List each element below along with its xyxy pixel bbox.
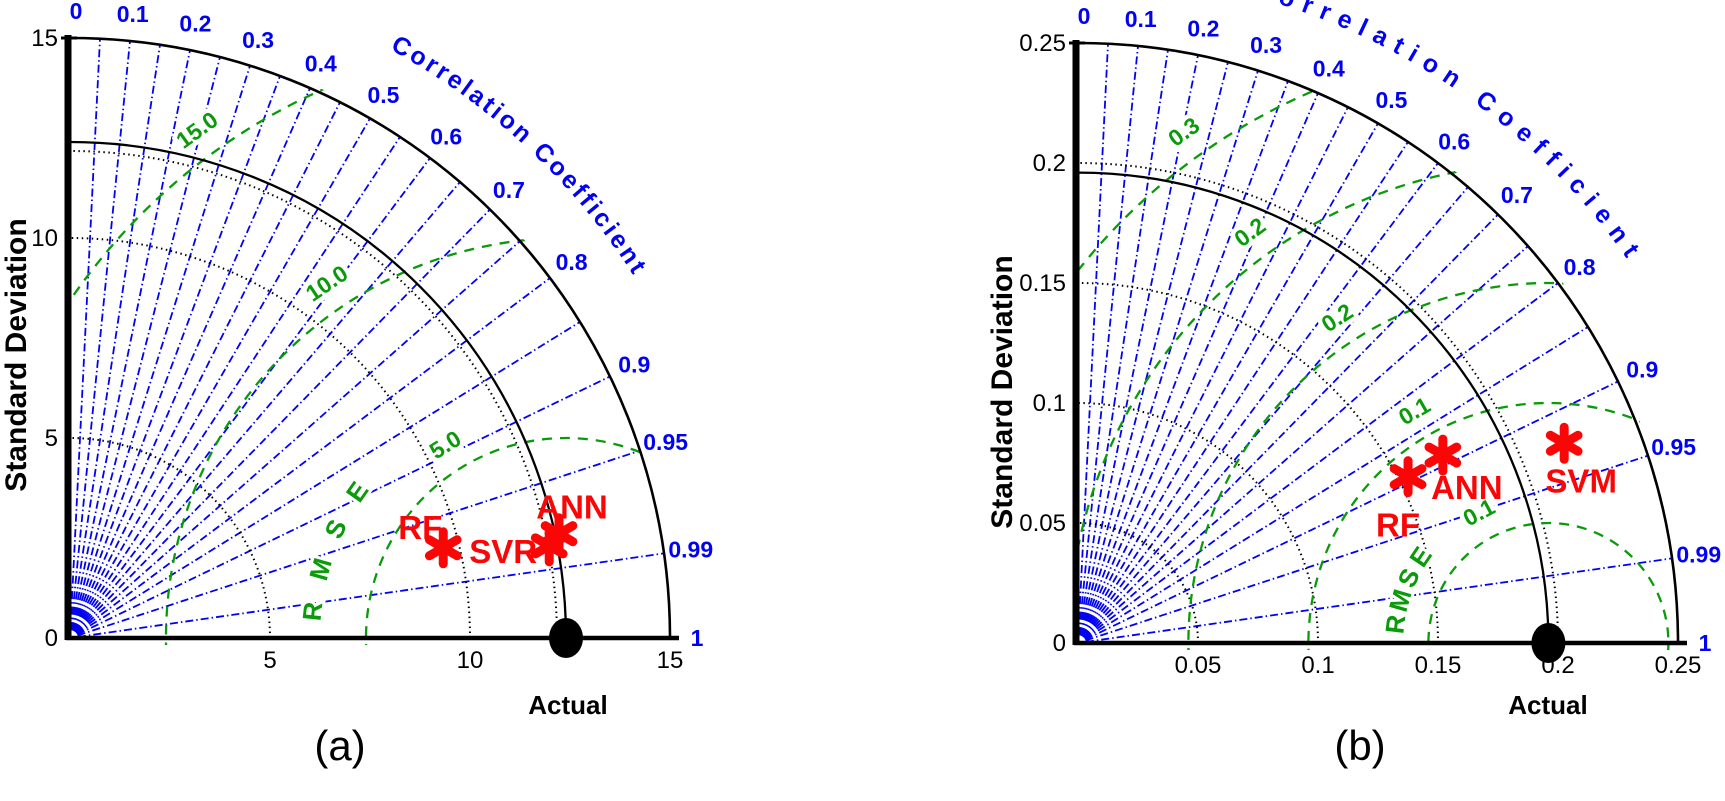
observed-point bbox=[1531, 623, 1566, 663]
svg-text:5: 5 bbox=[45, 425, 58, 452]
correlation-rays bbox=[69, 38, 665, 638]
y-axis-title-a: Standard Deviation bbox=[0, 218, 33, 491]
svg-text:10: 10 bbox=[457, 647, 484, 674]
x-axis-title-a: Actual bbox=[528, 690, 607, 720]
svg-text:0.1: 0.1 bbox=[1125, 6, 1157, 32]
svg-text:0.4: 0.4 bbox=[305, 50, 337, 76]
outer-arc bbox=[1077, 41, 1680, 644]
svg-text:0.7: 0.7 bbox=[1501, 182, 1533, 208]
svg-text:0.25: 0.25 bbox=[1655, 652, 1702, 679]
correlation-rays bbox=[1077, 43, 1673, 643]
svg-text:0: 0 bbox=[1078, 3, 1091, 29]
svg-text:0.1: 0.1 bbox=[117, 1, 149, 27]
svg-text:1: 1 bbox=[691, 625, 704, 651]
correlation-tick-labels: 0 0.1 0.2 0.3 0.4 0.5 0.6 0.7 0.8 0.9 0.95 0.99 1 bbox=[1078, 3, 1722, 656]
svg-text:0.3: 0.3 bbox=[242, 27, 274, 53]
svg-text:R: R bbox=[1379, 613, 1411, 636]
caption-b: (b) bbox=[1334, 722, 1385, 769]
taylor-diagram-b: 0.1 0.1 0.2 0.2 0.3 0 0.1 0.2 0.3 0.4 0.5 0.6 0.7 0.8… bbox=[1019, 0, 1722, 679]
x-axis-title-b: Actual bbox=[1508, 690, 1587, 720]
svg-text:0.2: 0.2 bbox=[1033, 150, 1066, 177]
svg-text:0.9: 0.9 bbox=[1626, 357, 1658, 383]
point-label-RF: RF bbox=[1376, 507, 1420, 544]
svg-text:0: 0 bbox=[70, 0, 83, 24]
svg-text:0.99: 0.99 bbox=[1676, 542, 1721, 568]
std-grid-arcs bbox=[1077, 162, 1559, 644]
point-label-ANN: ANN bbox=[1431, 469, 1503, 506]
rmse-contour-label: 0.1 bbox=[1394, 392, 1435, 431]
svg-text:0.1: 0.1 bbox=[1301, 652, 1334, 679]
svg-text:0.5: 0.5 bbox=[368, 82, 400, 108]
svg-text:0.05: 0.05 bbox=[1175, 652, 1222, 679]
svg-text:0.9: 0.9 bbox=[618, 352, 650, 378]
svg-text:0.7: 0.7 bbox=[493, 177, 525, 203]
svg-text:E: E bbox=[340, 476, 375, 507]
point-label-SVM: SVM bbox=[1545, 462, 1617, 499]
svg-text:0.8: 0.8 bbox=[556, 249, 588, 275]
point-marker-SVM bbox=[1545, 422, 1583, 464]
svg-text:0.05: 0.05 bbox=[1019, 510, 1066, 537]
observed-std-arc bbox=[1077, 171, 1550, 644]
point-label-ANN: ANN bbox=[536, 489, 608, 526]
caption-a: (a) bbox=[314, 722, 365, 769]
point-marker-ANN bbox=[1424, 434, 1462, 476]
rmse-contour-label: 0.2 bbox=[1317, 298, 1358, 337]
svg-text:0.6: 0.6 bbox=[430, 123, 462, 149]
svg-text:0.25: 0.25 bbox=[1019, 30, 1066, 57]
svg-text:0.15: 0.15 bbox=[1415, 652, 1462, 679]
y-axis-title-b: Standard Deviation bbox=[986, 255, 1019, 528]
svg-text:S: S bbox=[318, 515, 353, 544]
point-marker-RF bbox=[1389, 456, 1427, 498]
svg-text:0.2: 0.2 bbox=[1187, 16, 1219, 42]
rmse-contour-label: 0.3 bbox=[1163, 112, 1204, 152]
axis-tick-labels: 5 10 15 0 5 10 15 bbox=[31, 25, 683, 674]
svg-text:0.3: 0.3 bbox=[1250, 32, 1282, 58]
point-marker-ANN bbox=[540, 513, 578, 555]
svg-text:0.15: 0.15 bbox=[1019, 270, 1066, 297]
svg-text:0: 0 bbox=[1053, 630, 1066, 657]
axis-tick-labels: 0.05 0.1 0.15 0.2 0.25 0 0.05 0.1 0.15 0.2 0.25 bbox=[1019, 30, 1701, 679]
svg-text:0.8: 0.8 bbox=[1564, 254, 1596, 280]
svg-text:0.4: 0.4 bbox=[1313, 55, 1345, 81]
outer-arc bbox=[69, 36, 672, 639]
svg-text:0: 0 bbox=[45, 625, 58, 652]
svg-text:15: 15 bbox=[657, 647, 684, 674]
observed-std-arc bbox=[69, 140, 568, 639]
rmse-contour-label: 10.0 bbox=[301, 260, 353, 307]
observed-point bbox=[549, 618, 583, 658]
svg-text:E: E bbox=[1403, 541, 1438, 572]
rmse-contour-label: 5.0 bbox=[425, 425, 466, 464]
svg-text:M: M bbox=[303, 555, 338, 584]
svg-text:0.6: 0.6 bbox=[1438, 128, 1470, 154]
correlation-tick-labels: 0 0.1 0.2 0.3 0.4 0.5 0.6 0.7 0.8 0.9 0.95 0.99 1 bbox=[70, 0, 714, 651]
point-label-SVR: SVR bbox=[469, 533, 537, 570]
point-marker-RF bbox=[424, 527, 462, 569]
svg-text:0.95: 0.95 bbox=[643, 429, 688, 455]
point-label-RF: RF bbox=[398, 509, 442, 546]
svg-text:0.1: 0.1 bbox=[1033, 390, 1066, 417]
svg-text:M: M bbox=[1383, 586, 1418, 615]
svg-text:10: 10 bbox=[31, 225, 58, 252]
svg-text:0.95: 0.95 bbox=[1651, 434, 1696, 460]
svg-text:R: R bbox=[296, 600, 328, 622]
svg-text:15: 15 bbox=[31, 25, 58, 52]
svg-text:0.99: 0.99 bbox=[668, 537, 713, 563]
svg-text:1: 1 bbox=[1699, 630, 1712, 656]
svg-text:0.5: 0.5 bbox=[1376, 87, 1408, 113]
svg-text:0.2: 0.2 bbox=[179, 11, 211, 37]
svg-text:5: 5 bbox=[263, 647, 276, 674]
